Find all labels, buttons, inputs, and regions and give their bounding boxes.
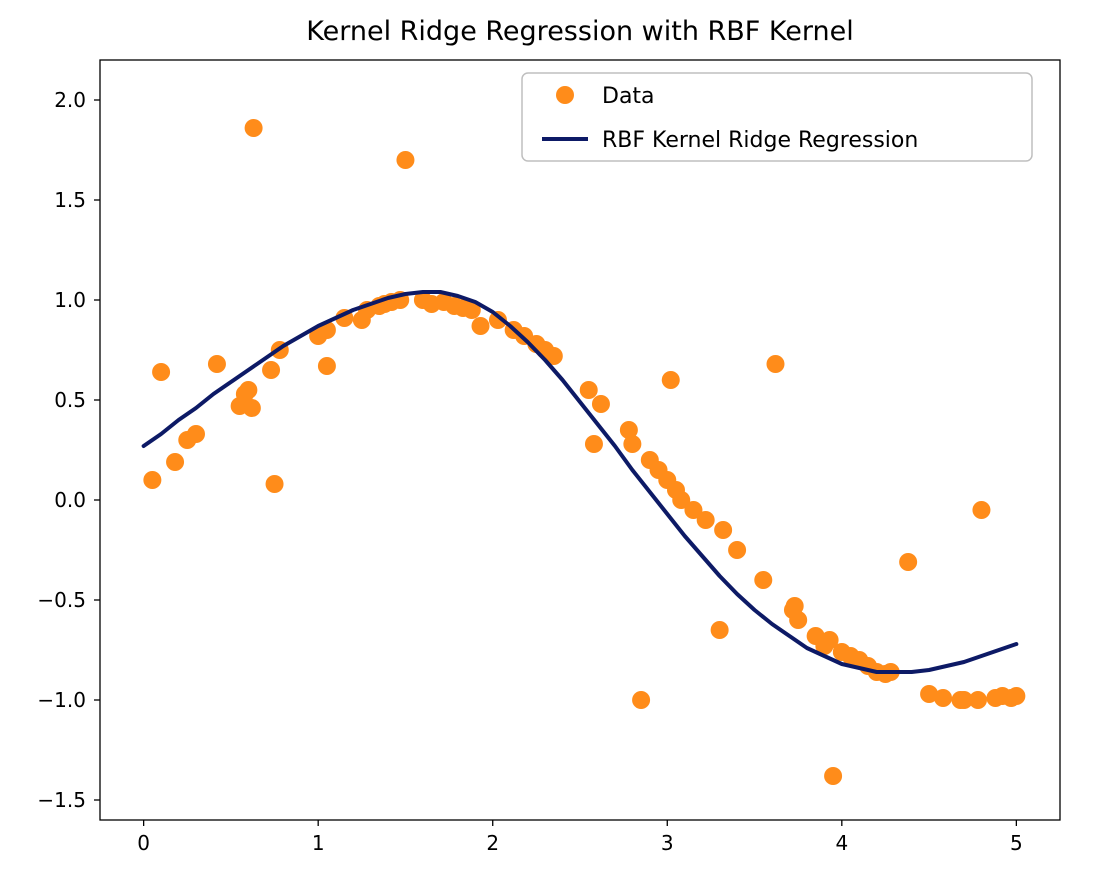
data-point (711, 621, 729, 639)
data-point (396, 151, 414, 169)
y-tick-label: 0.0 (54, 488, 86, 512)
legend-label-data: Data (602, 84, 655, 109)
x-tick-label: 1 (312, 831, 325, 855)
data-point (766, 355, 784, 373)
data-point (166, 453, 184, 471)
y-tick-label: 0.5 (54, 388, 86, 412)
data-point (754, 571, 772, 589)
y-tick-label: 2.0 (54, 88, 86, 112)
data-point (697, 511, 715, 529)
chart-title: Kernel Ridge Regression with RBF Kernel (306, 16, 854, 47)
chart-container: Kernel Ridge Regression with RBF Kernel … (0, 0, 1108, 870)
data-point (472, 317, 490, 335)
y-tick-label: −1.5 (37, 788, 86, 812)
data-point (266, 475, 284, 493)
x-tick-label: 4 (835, 831, 848, 855)
legend-marker-data (556, 86, 574, 104)
data-point (789, 611, 807, 629)
data-point (585, 435, 603, 453)
data-point (187, 425, 205, 443)
x-tick-label: 5 (1010, 831, 1023, 855)
data-point (714, 521, 732, 539)
data-point (318, 357, 336, 375)
y-tick-label: 1.5 (54, 188, 86, 212)
data-point (239, 381, 257, 399)
data-point (1007, 687, 1025, 705)
chart-svg: Kernel Ridge Regression with RBF Kernel … (0, 0, 1108, 870)
data-point (243, 399, 261, 417)
scatter-series (143, 85, 1025, 785)
y-tick-label: −0.5 (37, 588, 86, 612)
y-tick-label: −1.0 (37, 688, 86, 712)
y-axis: −1.5 −1.0 −0.5 0.0 0.5 1.0 1.5 2.0 (37, 88, 100, 812)
x-axis: 0 1 2 3 4 5 (137, 820, 1022, 855)
legend-label-line: RBF Kernel Ridge Regression (602, 128, 918, 153)
data-point (623, 435, 641, 453)
y-tick-label: 1.0 (54, 288, 86, 312)
data-point (969, 691, 987, 709)
plot-border (100, 60, 1060, 820)
data-point (580, 381, 598, 399)
x-tick-label: 0 (137, 831, 150, 855)
data-point (972, 501, 990, 519)
data-point (152, 363, 170, 381)
data-point (143, 471, 161, 489)
data-point (592, 395, 610, 413)
data-point (934, 689, 952, 707)
data-point (899, 553, 917, 571)
data-point (632, 691, 650, 709)
data-point (728, 541, 746, 559)
x-tick-label: 3 (661, 831, 674, 855)
data-point (245, 119, 263, 137)
data-point (662, 371, 680, 389)
data-point (824, 767, 842, 785)
x-tick-label: 2 (486, 831, 499, 855)
legend: Data RBF Kernel Ridge Regression (522, 73, 1032, 161)
data-point (208, 355, 226, 373)
data-point (262, 361, 280, 379)
